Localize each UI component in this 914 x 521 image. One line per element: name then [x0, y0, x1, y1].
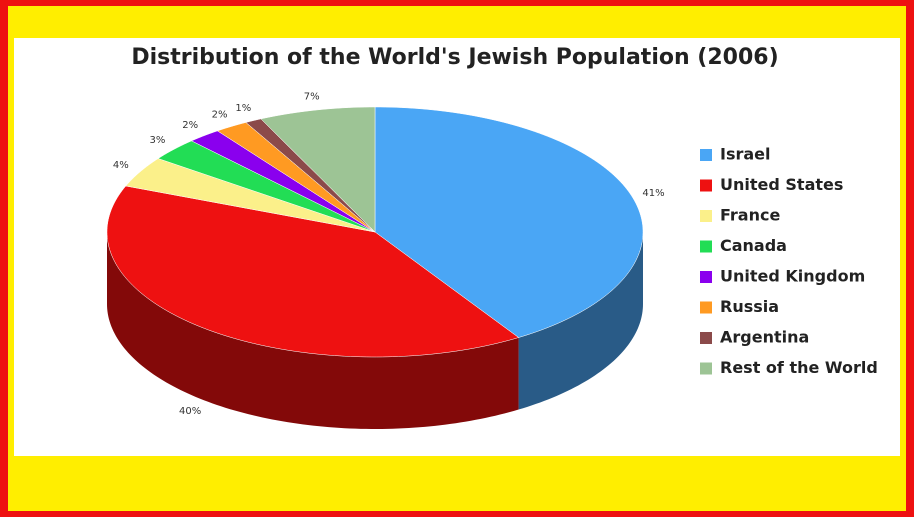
slice [374, 106, 644, 338]
slice [260, 106, 376, 233]
legend-label: France [720, 206, 780, 225]
legend-swatch [700, 240, 712, 253]
legend-swatch [700, 362, 712, 375]
slice-side [518, 232, 643, 410]
value-label: 40% [179, 406, 201, 417]
legend-swatch [700, 271, 712, 283]
legend-label: Russia [720, 297, 779, 316]
value-label: 41% [642, 188, 664, 199]
value-label: 7% [304, 91, 320, 102]
value-label: 1% [235, 103, 251, 114]
legend-label: Rest of the World [720, 358, 878, 377]
legend-label: United States [720, 175, 843, 194]
legend-swatch [700, 210, 712, 222]
legend-label: Canada [720, 236, 787, 255]
slice [190, 130, 376, 233]
value-label: 4% [113, 160, 129, 171]
legend-swatch [700, 332, 712, 344]
slice [157, 140, 376, 233]
value-label: 2% [212, 110, 228, 121]
slice-side [107, 232, 519, 429]
legend-swatch [700, 301, 712, 314]
value-label: 2% [182, 120, 198, 131]
legend-swatch [700, 179, 712, 192]
chart-title: Distribution of the World's Jewish Popul… [131, 45, 778, 70]
value-label: 3% [150, 135, 166, 146]
slice [125, 158, 376, 233]
slice [106, 185, 520, 358]
legend-label: Israel [720, 145, 771, 164]
legend-label: Argentina [720, 328, 809, 347]
legend-swatch [700, 149, 712, 161]
slice [216, 122, 376, 233]
legend-label: United Kingdom [720, 267, 865, 286]
